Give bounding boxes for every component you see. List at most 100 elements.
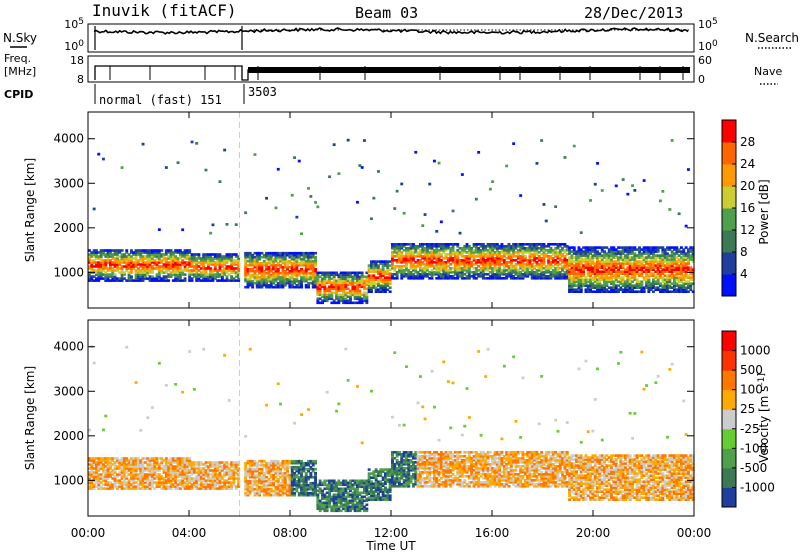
heatmap-cell bbox=[633, 189, 636, 192]
nave-label: Nave bbox=[754, 65, 782, 78]
heatmap-cell bbox=[135, 381, 138, 384]
heatmap-cell bbox=[356, 201, 359, 204]
power-heatmap bbox=[88, 112, 695, 308]
heatmap-cell bbox=[293, 156, 296, 159]
heatmap-cell bbox=[193, 388, 196, 391]
heatmap-cell bbox=[685, 225, 688, 228]
heatmap-cell bbox=[198, 253, 201, 256]
power-colorbar-segment bbox=[722, 186, 736, 209]
heatmap-cell bbox=[254, 153, 257, 156]
power-colorbar-segment bbox=[722, 230, 736, 253]
heatmap-cell bbox=[393, 207, 396, 210]
heatmap-cell bbox=[228, 399, 231, 402]
heatmap-cell bbox=[151, 406, 154, 409]
heatmap-cell bbox=[678, 212, 681, 215]
freq-left-tick-hi: 18 bbox=[70, 54, 84, 67]
heatmap-cell bbox=[121, 249, 124, 252]
heatmap-cell bbox=[358, 290, 361, 293]
heatmap-cell bbox=[491, 180, 494, 183]
heatmap-cell bbox=[396, 190, 399, 193]
heatmap-cell bbox=[615, 185, 618, 188]
heatmap-cell bbox=[477, 151, 480, 154]
heatmap-cell bbox=[687, 168, 690, 171]
heatmap-cell bbox=[440, 221, 443, 224]
heatmap-cell bbox=[191, 141, 194, 144]
heatmap-cell bbox=[114, 273, 117, 276]
heatmap-cell bbox=[102, 429, 105, 432]
heatmap-cell bbox=[554, 205, 557, 208]
heatmap-cell bbox=[459, 232, 462, 235]
heatmap-cell bbox=[543, 203, 546, 206]
heatmap-cell bbox=[489, 188, 492, 191]
heatmap-cell bbox=[414, 151, 417, 154]
heatmap-cell bbox=[438, 162, 441, 165]
heatmap-cell bbox=[461, 173, 464, 176]
heatmap-cell bbox=[93, 362, 96, 365]
power-colorbar-label: Power [dB] bbox=[757, 179, 771, 244]
power-colorbar-tick-label: 24 bbox=[740, 157, 755, 171]
heatmap-cell bbox=[622, 178, 625, 181]
heatmap-cell bbox=[219, 180, 222, 183]
heatmap-cell bbox=[372, 197, 375, 200]
heatmap-cell bbox=[202, 348, 205, 351]
heatmap-cell bbox=[403, 212, 406, 215]
heatmap-cell bbox=[314, 268, 317, 271]
heatmap-cell bbox=[589, 199, 592, 202]
date-title: 28/Dec/2013 bbox=[584, 4, 683, 22]
heatmap-cell bbox=[505, 165, 508, 168]
heatmap-cell bbox=[188, 350, 191, 353]
heatmap-cell bbox=[102, 158, 105, 161]
nave-right-tick-lo: 0 bbox=[698, 73, 705, 86]
heatmap-cell bbox=[433, 160, 436, 163]
heatmap-cell bbox=[181, 391, 184, 394]
heatmap-cell bbox=[519, 194, 522, 197]
heatmap-cell bbox=[167, 279, 170, 282]
heatmap-cell bbox=[300, 232, 303, 235]
station-title: Inuvik (fitACF) bbox=[92, 1, 237, 20]
heatmap-cell bbox=[188, 249, 191, 252]
nave-band bbox=[248, 67, 690, 73]
noise-right-tick-lo: 100 bbox=[698, 39, 718, 53]
heatmap-cell bbox=[428, 183, 431, 186]
noise-line bbox=[94, 28, 688, 34]
heatmap-cell bbox=[291, 194, 294, 197]
heatmap-cell bbox=[435, 230, 438, 233]
heatmap-cell bbox=[249, 348, 252, 351]
heatmap-cell bbox=[377, 170, 380, 173]
power-colorbar-tick-label: 28 bbox=[740, 135, 755, 149]
cpid-segment-2: 3503 bbox=[248, 85, 277, 99]
heatmap-cell bbox=[295, 216, 298, 219]
heatmap-cell bbox=[512, 142, 515, 145]
heatmap-cell bbox=[452, 210, 455, 213]
heatmap-cell bbox=[540, 139, 543, 142]
heatmap-cell bbox=[389, 286, 392, 289]
heatmap-cell bbox=[97, 153, 100, 156]
heatmap-cell bbox=[564, 156, 567, 159]
heatmap-cell bbox=[333, 143, 336, 146]
ytick-label: 3000 bbox=[53, 176, 84, 190]
heatmap-cell bbox=[174, 383, 177, 386]
heatmap-cell bbox=[265, 197, 268, 200]
heatmap-cell bbox=[223, 149, 226, 152]
heatmap-cell bbox=[158, 228, 161, 231]
heatmap-cell bbox=[309, 195, 312, 198]
heatmap-cell bbox=[158, 362, 161, 365]
power-colorbar-segment bbox=[722, 252, 736, 275]
power-colorbar-segment bbox=[722, 120, 736, 143]
heatmap-cell bbox=[337, 172, 340, 175]
heatmap-cell bbox=[631, 184, 634, 187]
heatmap-cell bbox=[121, 166, 124, 169]
heatmap-cell bbox=[244, 211, 247, 214]
heatmap-cell bbox=[139, 429, 142, 432]
heatmap-cell bbox=[594, 183, 597, 186]
beam-title: Beam 03 bbox=[355, 4, 418, 22]
noise-left-tick-lo: 100 bbox=[64, 39, 84, 53]
power-colorbar-segment bbox=[722, 274, 736, 297]
heatmap-cell bbox=[347, 139, 350, 142]
noise-right-tick-hi: 105 bbox=[698, 17, 718, 31]
heatmap-cell bbox=[328, 175, 331, 178]
heatmap-cell bbox=[314, 201, 317, 204]
